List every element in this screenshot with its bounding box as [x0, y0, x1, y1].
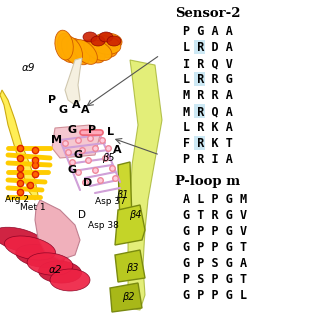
Text: A: A: [113, 145, 121, 155]
Text: β5: β5: [102, 153, 114, 163]
Ellipse shape: [91, 36, 105, 46]
Text: Met 1: Met 1: [20, 204, 46, 212]
Text: L R K A: L R K A: [183, 121, 233, 134]
Polygon shape: [110, 283, 142, 312]
Ellipse shape: [27, 253, 73, 275]
Text: L R D A: L R D A: [183, 41, 233, 54]
Ellipse shape: [55, 30, 73, 60]
Ellipse shape: [84, 40, 112, 60]
Polygon shape: [115, 205, 145, 245]
Text: Arg 2: Arg 2: [5, 196, 29, 204]
Text: G T R G V: G T R G V: [183, 209, 247, 222]
Text: G: G: [73, 150, 83, 160]
Text: α9: α9: [21, 63, 35, 73]
Text: P: P: [48, 95, 56, 105]
Text: G P P G T: G P P G T: [183, 241, 247, 254]
Ellipse shape: [91, 36, 121, 54]
Ellipse shape: [61, 36, 83, 64]
Text: P-loop m: P-loop m: [175, 175, 240, 188]
Ellipse shape: [16, 244, 64, 268]
Bar: [194, 40, 205, 54]
Polygon shape: [128, 60, 162, 310]
Polygon shape: [52, 125, 100, 158]
Text: A L P G M: A L P G M: [183, 193, 247, 206]
Text: L: L: [107, 127, 114, 137]
Text: P G A A: P G A A: [183, 25, 233, 38]
Ellipse shape: [88, 38, 117, 58]
Ellipse shape: [73, 40, 97, 64]
Text: G P P G L: G P P G L: [183, 289, 247, 302]
Polygon shape: [115, 250, 145, 282]
Bar: [194, 104, 205, 118]
Text: Asp 37: Asp 37: [95, 197, 126, 206]
Ellipse shape: [50, 269, 90, 291]
Ellipse shape: [99, 32, 113, 42]
Ellipse shape: [92, 33, 122, 51]
Ellipse shape: [0, 227, 47, 253]
Ellipse shape: [38, 261, 82, 283]
Text: β3: β3: [126, 263, 138, 273]
Text: G: G: [68, 125, 76, 135]
Polygon shape: [35, 200, 80, 260]
Ellipse shape: [83, 32, 97, 42]
Text: P S P G T: P S P G T: [183, 273, 247, 286]
Text: M R R A: M R R A: [183, 89, 233, 102]
Text: I R Q V: I R Q V: [183, 57, 233, 70]
Ellipse shape: [107, 36, 121, 46]
Text: D: D: [78, 210, 86, 220]
Text: β2: β2: [122, 292, 134, 302]
Text: G: G: [68, 165, 76, 175]
Polygon shape: [118, 162, 132, 224]
Text: P R I A: P R I A: [183, 153, 233, 166]
Text: β4: β4: [129, 210, 141, 220]
Text: G P S G A: G P S G A: [183, 257, 247, 270]
Text: G P P G V: G P P G V: [183, 225, 247, 238]
Text: Sensor-2: Sensor-2: [175, 7, 241, 20]
Bar: [194, 72, 205, 86]
Text: P: P: [88, 125, 96, 135]
Text: β1: β1: [116, 190, 128, 200]
Ellipse shape: [67, 38, 90, 65]
Polygon shape: [0, 90, 38, 200]
Text: F R K T: F R K T: [183, 137, 233, 150]
Text: G: G: [59, 105, 68, 115]
Text: M R Q A: M R Q A: [183, 105, 233, 118]
Text: α2: α2: [48, 265, 62, 275]
Polygon shape: [65, 58, 82, 105]
Text: D: D: [84, 178, 92, 188]
Text: A: A: [72, 100, 80, 110]
Bar: [194, 136, 205, 150]
Text: A: A: [81, 105, 89, 115]
Text: Asp 38: Asp 38: [88, 220, 119, 229]
Ellipse shape: [79, 40, 105, 63]
Ellipse shape: [4, 236, 56, 260]
Text: L R R G: L R R G: [183, 73, 233, 86]
Text: M: M: [52, 135, 62, 145]
Ellipse shape: [58, 33, 77, 62]
